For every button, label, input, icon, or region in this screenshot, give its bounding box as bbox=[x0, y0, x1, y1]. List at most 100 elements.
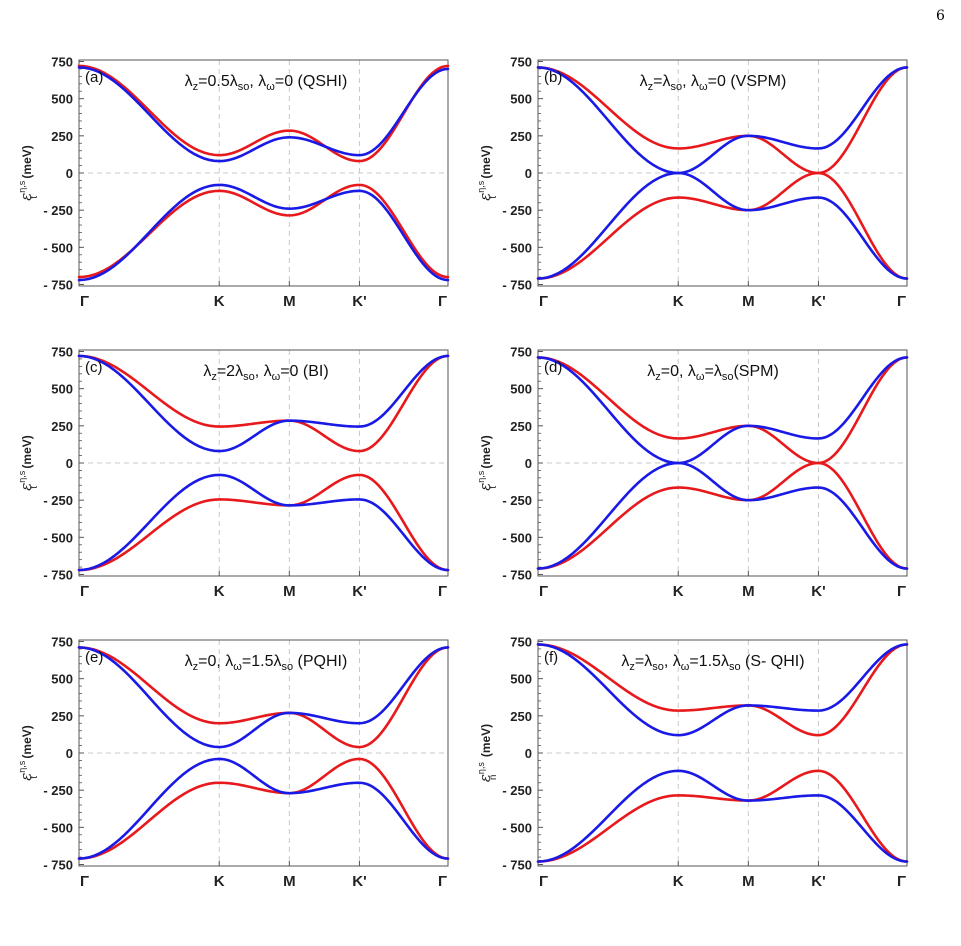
x-tick-label: K bbox=[214, 293, 225, 310]
x-tick-label: K' bbox=[811, 873, 825, 890]
panel-title: λz=2λso, λω=0 (BI) bbox=[203, 363, 328, 383]
x-tick-label: K bbox=[673, 293, 684, 310]
y-tick-label: - 750 bbox=[43, 278, 73, 293]
y-tick-label: - 500 bbox=[502, 240, 532, 255]
band-blue-4 bbox=[536, 769, 909, 863]
y-tick-label: 750 bbox=[510, 634, 532, 649]
panel-label: (e) bbox=[85, 649, 103, 666]
x-tick-label: M bbox=[742, 293, 755, 310]
band-blue-2 bbox=[77, 646, 450, 749]
y-tick-label: 250 bbox=[51, 709, 73, 724]
x-tick-label: K' bbox=[811, 293, 825, 310]
band-blue-2 bbox=[536, 356, 909, 465]
panel-title: λz=0, λω=1.5λso (PQHI) bbox=[185, 653, 348, 673]
y-tick-label: - 250 bbox=[502, 783, 532, 798]
x-tick-label: Γ bbox=[897, 293, 906, 310]
panel-c: 750 500 250 0 - 250 - 500 - 750 Γ K M K' Γεη,st (me… bbox=[17, 344, 450, 600]
y-tick-label: 750 bbox=[51, 54, 73, 69]
y-tick-label: 250 bbox=[510, 419, 532, 434]
panel-label: (b) bbox=[544, 69, 562, 86]
y-tick-label: - 250 bbox=[43, 493, 73, 508]
y-tick-label: 0 bbox=[66, 166, 73, 181]
y-tick-label: - 500 bbox=[43, 530, 73, 545]
y-tick-label: - 500 bbox=[43, 240, 73, 255]
y-tick-label: 500 bbox=[51, 92, 73, 107]
y-tick-label: 250 bbox=[510, 709, 532, 724]
y-tick-label: 750 bbox=[51, 634, 73, 649]
x-tick-label: K' bbox=[352, 583, 366, 600]
x-tick-label: K' bbox=[811, 583, 825, 600]
x-tick-label: Γ bbox=[80, 583, 89, 600]
x-tick-label: Γ bbox=[897, 583, 906, 600]
panel-label: (f) bbox=[544, 649, 558, 666]
panel-title: λz=0, λω=λso(SPM) bbox=[647, 363, 779, 383]
y-axis-label: εη,st (meV) bbox=[17, 435, 40, 491]
y-tick-label: 500 bbox=[510, 92, 532, 107]
panel-title: λz=λso, λω=1.5λso (S- QHI) bbox=[621, 653, 804, 673]
y-tick-label: 500 bbox=[510, 672, 532, 687]
band-blue-4 bbox=[77, 473, 450, 572]
x-tick-label: Γ bbox=[438, 873, 447, 890]
x-tick-label: Γ bbox=[80, 293, 89, 310]
band-red-1 bbox=[77, 64, 450, 163]
y-tick-label: - 250 bbox=[43, 783, 73, 798]
y-tick-label: 500 bbox=[51, 672, 73, 687]
x-tick-label: K' bbox=[352, 873, 366, 890]
x-tick-label: K' bbox=[352, 293, 366, 310]
y-tick-label: 0 bbox=[525, 166, 532, 181]
x-tick-label: K bbox=[214, 873, 225, 890]
panel-f: 750 500 250 0 - 250 - 500 - 750 Γ K M K' Γεη,sn (me… bbox=[476, 634, 909, 890]
band-blue-2 bbox=[77, 66, 450, 163]
y-tick-label: 500 bbox=[51, 382, 73, 397]
y-tick-label: - 500 bbox=[502, 530, 532, 545]
x-tick-label: Γ bbox=[80, 873, 89, 890]
y-axis-label: εη,sn (meV) bbox=[476, 724, 499, 782]
panel-b: 750 500 250 0 - 250 - 500 - 750 Γ K M K' Γεη,st (me… bbox=[476, 54, 909, 310]
y-tick-label: - 500 bbox=[502, 820, 532, 835]
y-tick-label: 250 bbox=[51, 129, 73, 144]
panel-label: (a) bbox=[85, 69, 103, 86]
y-tick-label: 0 bbox=[525, 746, 532, 761]
y-tick-label: - 250 bbox=[502, 493, 532, 508]
x-tick-label: M bbox=[283, 873, 296, 890]
y-tick-label: - 750 bbox=[43, 858, 73, 873]
band-blue-2 bbox=[77, 354, 450, 453]
y-axis-label: εη,st (meV) bbox=[17, 725, 40, 781]
band-blue-2 bbox=[536, 643, 909, 737]
band-blue-4 bbox=[77, 183, 450, 282]
y-tick-label: - 250 bbox=[43, 203, 73, 218]
x-tick-label: Γ bbox=[539, 583, 548, 600]
panel-title: λz=λso, λω=0 (VSPM) bbox=[640, 73, 787, 93]
x-tick-label: Γ bbox=[897, 873, 906, 890]
x-tick-label: M bbox=[742, 583, 755, 600]
x-tick-label: K bbox=[673, 873, 684, 890]
band-blue-4 bbox=[77, 757, 450, 860]
x-tick-label: Γ bbox=[438, 293, 447, 310]
y-tick-label: - 750 bbox=[502, 568, 532, 583]
y-tick-label: - 500 bbox=[43, 820, 73, 835]
y-tick-label: 750 bbox=[510, 54, 532, 69]
x-tick-label: M bbox=[283, 583, 296, 600]
band-red-3 bbox=[536, 461, 909, 570]
y-tick-label: - 750 bbox=[502, 858, 532, 873]
panel-e: 750 500 250 0 - 250 - 500 - 750 Γ K M K' Γεη,st (me… bbox=[17, 634, 450, 890]
panel-a: 750 500 250 0 - 250 - 500 - 750 Γ K M K' Γεη,st (me… bbox=[17, 54, 450, 310]
y-tick-label: - 250 bbox=[502, 203, 532, 218]
y-tick-label: 0 bbox=[525, 456, 532, 471]
x-tick-label: M bbox=[283, 293, 296, 310]
band-red-3 bbox=[77, 757, 450, 860]
x-tick-label: Γ bbox=[438, 583, 447, 600]
panel-label: (d) bbox=[544, 359, 562, 376]
y-tick-label: 0 bbox=[66, 456, 73, 471]
x-tick-label: K bbox=[673, 583, 684, 600]
x-tick-label: K bbox=[214, 583, 225, 600]
band-red-3 bbox=[536, 171, 909, 280]
page-number: 6 bbox=[936, 8, 945, 24]
y-tick-label: 0 bbox=[66, 746, 73, 761]
y-tick-label: 250 bbox=[51, 419, 73, 434]
panel-d: 750 500 250 0 - 250 - 500 - 750 Γ K M K' Γεη,st (me… bbox=[476, 344, 909, 600]
y-tick-label: - 750 bbox=[502, 278, 532, 293]
panel-title: λz=0.5λso, λω=0 (QSHI) bbox=[185, 73, 348, 93]
band-blue-2 bbox=[536, 66, 909, 175]
